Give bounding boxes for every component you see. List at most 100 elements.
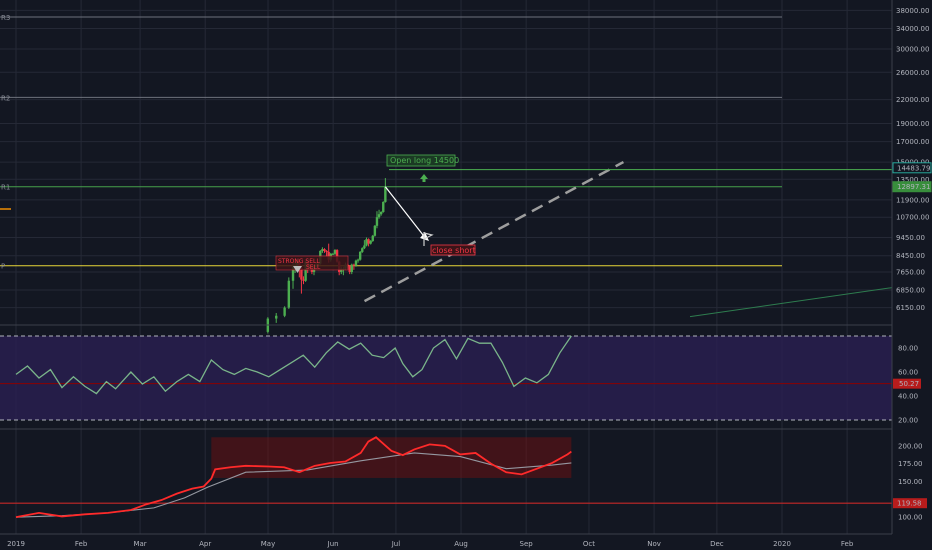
price-tick-label: 7650.00: [896, 268, 925, 276]
price-tick-label: 30000.00: [896, 45, 929, 53]
ma-tick-label: 150.00: [898, 478, 923, 486]
time-tick-label: Mar: [133, 540, 146, 548]
candle-body: [384, 186, 387, 202]
candle-body: [333, 250, 337, 254]
oscillator-panel[interactable]: 80.00 60.00 40.00 20.00 50.27: [0, 335, 921, 425]
long-moving-average-line: [689, 287, 893, 318]
candle-body: [354, 260, 358, 266]
sell-label: SELL: [306, 264, 321, 271]
price-panel[interactable]: R3 R2 R1 P Open long 14500 close short STRONG…: [0, 0, 932, 534]
oscillator-axis: 80.00 60.00 40.00 20.00 50.27: [893, 345, 921, 425]
time-tick-label: Jul: [391, 540, 401, 548]
candle-body: [365, 239, 368, 246]
candle-body: [371, 235, 374, 241]
candle-body: [321, 249, 324, 251]
ma-value-label: 119.58: [897, 500, 922, 508]
candle-body: [356, 259, 360, 261]
candle-body: [323, 249, 326, 251]
time-tick-label: 2019: [7, 540, 25, 548]
open-long-box: [386, 154, 456, 167]
oscillator-band: [0, 336, 892, 420]
candle-body: [350, 264, 353, 272]
price-axis: 38000.00 34000.00 30000.00 26000.00 22000.00…: [892, 7, 932, 312]
pivot-label: R2: [1, 94, 10, 102]
price-tick-label: 10700.00: [896, 214, 929, 222]
candle-body: [283, 307, 286, 316]
candle-body: [377, 214, 381, 218]
time-axis[interactable]: 2019 Feb Mar Apr May Jun Jul Aug Sep Oct Nov Dec 202…: [7, 540, 854, 548]
time-tick-label: Feb: [75, 540, 88, 548]
candle-body: [275, 315, 278, 319]
price-tick-label: 8450.00: [896, 252, 925, 260]
price-tick-label: 19000.00: [896, 120, 929, 128]
ma-axis: 200.00 175.00 150.00 100.00 119.58: [893, 442, 927, 522]
price-tick-label: 22000.00: [896, 96, 929, 104]
price-tick-label: 17000.00: [896, 138, 929, 146]
price-tick-label: 6150.00: [896, 304, 925, 312]
ma-tick-label: 175.00: [898, 460, 923, 468]
pivot-label: R1: [1, 184, 10, 192]
price-tick-label: 9450.00: [896, 234, 925, 242]
time-tick-label: Oct: [583, 540, 595, 548]
ma-tick-label: 200.00: [898, 442, 923, 450]
candle-body: [367, 239, 370, 244]
oscillator-tick-label: 60.00: [898, 369, 918, 377]
candle-body: [300, 267, 303, 280]
time-tick-label: 2020: [773, 540, 791, 548]
price-tick-label: 13500.00: [896, 176, 929, 184]
candle-body: [361, 248, 364, 252]
price-tick-label: 34000.00: [896, 25, 929, 33]
ma-series-line: [15, 436, 572, 519]
arrow-line: [384, 186, 426, 238]
time-tick-label: May: [261, 540, 275, 548]
moving-average-panel[interactable]: 200.00 175.00 150.00 100.00 119.58: [0, 436, 927, 522]
oscillator-line: [15, 335, 572, 395]
candle-body: [325, 250, 328, 252]
candle-body: [358, 251, 362, 260]
flag-icon: [423, 232, 434, 246]
price-label-text: 14483.79: [897, 164, 930, 172]
oscillator-value-box: [893, 378, 921, 389]
time-tick-label: Sep: [520, 540, 534, 548]
time-tick-label: Dec: [710, 540, 724, 548]
candle-body: [331, 253, 335, 255]
price-tick-label: 6850.00: [896, 287, 925, 295]
price-tick-label: 11900.00: [896, 196, 929, 204]
pivot-label: R3: [1, 14, 10, 22]
candle-body: [340, 268, 343, 272]
pivot-label: P: [1, 263, 5, 271]
candle-body: [352, 264, 356, 266]
close-short-box: [430, 244, 476, 256]
price-label-box: [892, 181, 932, 193]
ma-series: [15, 436, 572, 519]
down-arrow-icon: [293, 266, 302, 273]
pivot-levels: R3 R2 R1 P: [0, 14, 782, 271]
ma-value-box: [893, 498, 927, 509]
candle-body: [287, 280, 291, 308]
price-tick-label: 26000.00: [896, 69, 929, 77]
time-tick-label: Jun: [327, 540, 339, 548]
dashed-trend-line[interactable]: [363, 160, 625, 303]
oscillator-tick-label: 80.00: [898, 345, 918, 353]
candle-body: [373, 225, 377, 236]
price-tick-label: 38000.00: [896, 7, 929, 15]
up-arrow-icon: [420, 174, 428, 182]
ma-tick-label: 100.00: [898, 514, 923, 522]
candle-body: [291, 266, 295, 281]
oscillator-tick-label: 40.00: [898, 393, 918, 401]
price-annotations[interactable]: Open long 14500 close short STRONG SELLSEL…: [275, 154, 892, 273]
candle-body: [348, 265, 351, 272]
candle-body: [302, 279, 305, 281]
price-label-box: [892, 162, 932, 174]
time-tick-label: Nov: [647, 540, 661, 548]
time-tick-label: Aug: [454, 540, 468, 548]
open-long-label: Open long 14500: [390, 156, 459, 165]
candle-body: [304, 261, 307, 281]
strong-sell-label: STRONG SELL: [278, 258, 320, 265]
price-label-text: 12897.31: [897, 183, 930, 191]
time-tick-label: Apr: [199, 540, 211, 548]
oscillator-value-label: 50.27: [899, 380, 919, 388]
close-short-label: close short: [432, 246, 476, 255]
candle-body: [375, 217, 379, 226]
